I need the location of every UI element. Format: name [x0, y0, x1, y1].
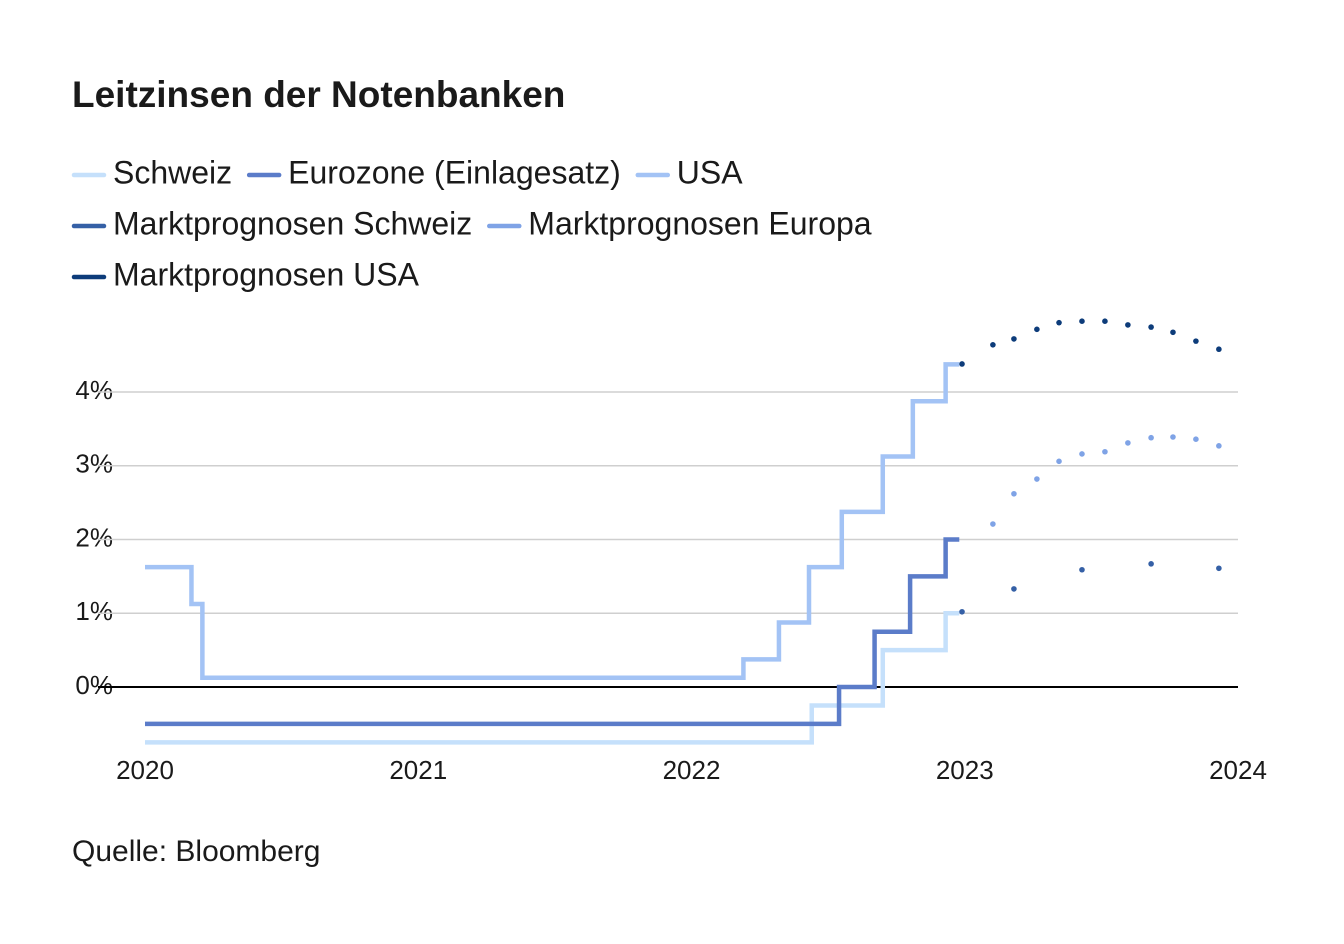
- forecast-point: [1193, 338, 1199, 344]
- forecast-point: [1011, 336, 1017, 342]
- y-tick-label: 3%: [75, 449, 113, 479]
- legend-label: Marktprognosen Schweiz: [113, 205, 472, 241]
- series-line: [145, 362, 960, 681]
- forecast-point: [1079, 318, 1085, 325]
- legend-label: USA: [677, 154, 743, 190]
- x-tick-label: 2021: [389, 755, 447, 785]
- forecast-point: [1079, 451, 1085, 457]
- forecast-point: [990, 342, 996, 348]
- series-line: [145, 537, 960, 727]
- series-line: [145, 611, 960, 745]
- forecast-point: [1125, 440, 1131, 446]
- x-tick-label: 2020: [116, 755, 174, 785]
- y-tick-label: 2%: [75, 522, 113, 552]
- forecast-point: [1216, 346, 1222, 353]
- forecast-point: [1034, 476, 1040, 482]
- legend-label: Schweiz: [113, 154, 232, 190]
- x-tick-label: 2023: [936, 755, 994, 785]
- forecast-point: [1034, 326, 1040, 333]
- forecast-point: [1216, 565, 1222, 572]
- forecast-point: [1125, 322, 1131, 328]
- forecast-point: [1216, 443, 1222, 449]
- forecast-point: [1148, 561, 1154, 567]
- forecast-point: [1102, 318, 1108, 325]
- forecast-point: [1148, 324, 1154, 330]
- forecast-point: [1193, 436, 1199, 443]
- x-tick-label: 2022: [663, 755, 721, 785]
- forecast-point: [1148, 434, 1154, 441]
- forecast-point: [1170, 434, 1176, 440]
- forecast-point: [959, 361, 965, 367]
- forecast-point: [1011, 490, 1017, 497]
- forecast-point: [1102, 448, 1108, 455]
- forecast-point: [1011, 586, 1017, 592]
- y-tick-label: 0%: [75, 670, 113, 700]
- forecast-point: [1170, 329, 1176, 336]
- forecast-point: [1079, 566, 1085, 573]
- forecast-point: [1056, 319, 1062, 326]
- y-tick-label: 1%: [75, 596, 113, 626]
- legend-label: Eurozone (Einlagesatz): [288, 154, 621, 190]
- forecast-point: [959, 608, 965, 615]
- forecast-point: [1056, 458, 1062, 465]
- chart-title: Leitzinsen der Notenbanken: [72, 74, 565, 115]
- legend-label: Marktprognosen USA: [113, 256, 420, 292]
- legend-label: Marktprognosen Europa: [528, 205, 872, 241]
- forecast-point: [990, 521, 996, 527]
- x-tick-label: 2024: [1209, 755, 1267, 785]
- y-tick-label: 4%: [75, 375, 113, 405]
- source: Quelle: Bloomberg: [72, 835, 320, 868]
